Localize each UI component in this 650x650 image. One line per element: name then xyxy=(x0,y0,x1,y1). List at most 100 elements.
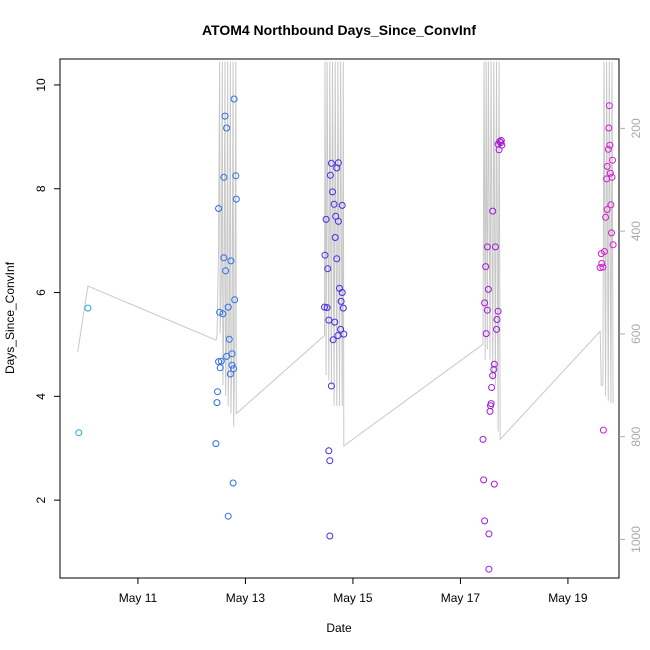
data-point xyxy=(494,307,502,315)
data-point xyxy=(223,352,231,360)
data-point xyxy=(224,303,232,311)
data-point xyxy=(330,200,338,208)
data-point xyxy=(481,299,489,307)
data-point xyxy=(482,263,490,271)
data-point xyxy=(605,102,613,110)
y-axis-label: Days_Since_ConvInf xyxy=(3,261,17,374)
right-tick-label: 800 xyxy=(629,426,643,446)
data-point xyxy=(321,303,328,311)
data-point xyxy=(220,173,228,181)
data-point xyxy=(326,457,334,465)
data-point xyxy=(75,429,83,437)
data-point xyxy=(326,171,334,179)
data-point xyxy=(599,426,607,434)
data-point xyxy=(223,124,231,132)
data-point xyxy=(498,141,506,149)
data-point xyxy=(486,407,494,415)
data-point xyxy=(596,264,604,272)
points-layer xyxy=(75,95,617,573)
data-point xyxy=(212,440,220,448)
y-tick-label: 4 xyxy=(34,393,48,400)
data-point xyxy=(480,476,488,484)
data-point xyxy=(217,357,225,365)
data-point xyxy=(229,479,237,487)
plot-frame xyxy=(59,58,620,579)
x-tick-label: May 11 xyxy=(119,591,158,605)
data-point xyxy=(329,188,336,196)
data-point xyxy=(599,263,607,271)
data-point xyxy=(490,365,498,373)
data-point xyxy=(484,285,492,293)
data-point xyxy=(321,251,329,259)
data-point xyxy=(231,296,239,304)
data-point xyxy=(488,384,496,391)
data-point xyxy=(491,243,499,251)
data-point xyxy=(602,213,610,221)
trace-line xyxy=(77,61,614,447)
data-point xyxy=(222,267,230,275)
right-tick-label: 600 xyxy=(629,324,643,344)
data-point xyxy=(608,229,615,237)
data-point xyxy=(228,350,236,358)
data-point xyxy=(216,308,224,316)
data-point xyxy=(322,215,330,223)
data-point xyxy=(327,159,335,167)
data-point xyxy=(493,316,501,323)
data-point xyxy=(230,95,238,103)
data-point xyxy=(482,330,490,338)
data-point xyxy=(214,388,221,396)
data-point xyxy=(609,241,617,249)
right-tick-label: 200 xyxy=(629,118,643,138)
data-point xyxy=(489,207,497,215)
right-tick-label: 1000 xyxy=(629,526,643,553)
data-point xyxy=(606,169,614,177)
data-point xyxy=(609,156,616,164)
trace-layer xyxy=(77,61,614,447)
data-point xyxy=(333,255,341,263)
data-point xyxy=(215,205,223,212)
x-tick-label: May 19 xyxy=(548,591,588,605)
data-point xyxy=(84,304,92,312)
data-point xyxy=(323,304,331,312)
data-point xyxy=(216,364,224,372)
data-point xyxy=(490,480,498,488)
data-point xyxy=(227,257,235,265)
y-tick-label: 10 xyxy=(34,78,48,92)
data-point xyxy=(483,243,491,251)
data-point xyxy=(487,400,495,408)
data-point xyxy=(485,530,493,538)
data-point xyxy=(232,172,240,180)
right-tick-label: 400 xyxy=(629,221,643,241)
data-point xyxy=(334,217,342,225)
data-point xyxy=(339,304,347,312)
x-axis-label: Date xyxy=(326,621,352,635)
x-tick-label: May 17 xyxy=(441,591,481,605)
data-point xyxy=(608,173,616,181)
data-point xyxy=(338,201,346,209)
data-point xyxy=(496,138,504,145)
y-tick-label: 2 xyxy=(34,496,48,503)
data-point xyxy=(221,112,229,120)
data-point xyxy=(603,206,611,213)
data-point xyxy=(226,370,234,378)
data-point xyxy=(483,306,491,314)
data-point xyxy=(228,361,236,369)
data-point xyxy=(225,335,233,343)
data-point xyxy=(598,260,606,267)
data-point xyxy=(490,360,498,368)
data-point xyxy=(603,162,611,170)
data-point xyxy=(219,310,227,318)
chart-title: ATOM4 Northbound Days_Since_ConvInf xyxy=(202,22,476,38)
y-tick-label: 8 xyxy=(34,185,48,192)
x-tick-label: May 13 xyxy=(226,591,266,605)
right-axis: 200 400 600 800 1000 xyxy=(619,118,643,553)
data-point xyxy=(327,382,335,390)
data-point xyxy=(213,399,221,407)
data-point xyxy=(220,254,228,262)
data-point xyxy=(334,159,342,167)
data-point xyxy=(497,137,505,144)
data-point xyxy=(340,330,348,338)
data-point xyxy=(338,289,346,296)
data-point xyxy=(215,358,223,366)
